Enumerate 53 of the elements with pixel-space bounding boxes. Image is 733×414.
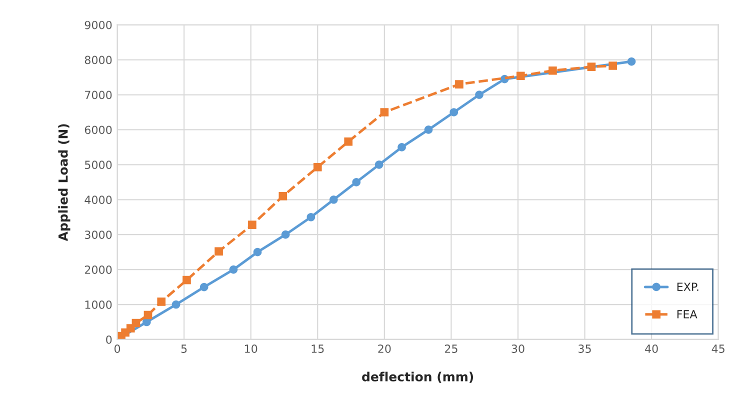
- point: [398, 143, 406, 152]
- y-tick-label: 0: [106, 335, 112, 344]
- point: [608, 62, 617, 70]
- y-tick-label: 6000: [84, 126, 112, 134]
- y-tick-label: 2000: [84, 266, 112, 274]
- point: [253, 248, 262, 256]
- point: [380, 108, 389, 116]
- point: [229, 265, 238, 274]
- point: [157, 298, 166, 306]
- y-tick-label: 7000: [85, 90, 112, 100]
- point: [281, 230, 290, 239]
- x-tick-label: 10: [245, 344, 258, 353]
- y-tick-label: 9000: [84, 20, 112, 30]
- x-axis-title: deflection (mm): [362, 372, 474, 383]
- legend-label: FEA: [677, 310, 698, 318]
- x-tick-label: 25: [444, 344, 458, 353]
- point: [200, 282, 208, 292]
- point: [475, 90, 484, 99]
- y-tick-label: 1000: [85, 300, 112, 309]
- x-tick-label: 20: [378, 344, 391, 353]
- point: [516, 72, 525, 80]
- x-tick-label: 35: [578, 344, 591, 353]
- point: [455, 80, 464, 88]
- y-tick-label: 3000: [84, 230, 112, 239]
- point: [329, 195, 338, 204]
- point: [248, 220, 256, 229]
- point: [548, 66, 557, 75]
- point: [278, 192, 288, 200]
- point: [374, 160, 384, 169]
- y-tick-label: 5000: [85, 160, 112, 170]
- point: [424, 126, 433, 134]
- point: [352, 178, 361, 186]
- point: [450, 108, 458, 116]
- x-tick-label: 40: [645, 344, 658, 353]
- point: [182, 276, 191, 284]
- point: [172, 300, 180, 309]
- x-tick-label: 30: [512, 344, 524, 353]
- x-tick-label: 45: [712, 344, 724, 353]
- point: [313, 162, 322, 172]
- legend-label: EXP.: [677, 282, 698, 291]
- point: [587, 62, 596, 71]
- x-tick-label: 5: [181, 344, 187, 353]
- point: [627, 57, 636, 66]
- y-axis-title: Applied Load (N): [58, 124, 70, 242]
- point: [344, 137, 353, 146]
- x-tick-label: 15: [312, 344, 324, 353]
- x-tick-label: 0: [114, 344, 120, 353]
- point: [144, 310, 152, 320]
- y-tick-label: 8000: [84, 56, 112, 64]
- point: [214, 247, 223, 256]
- point: [132, 318, 140, 328]
- y-tick-label: 4000: [84, 196, 112, 204]
- point: [306, 212, 316, 222]
